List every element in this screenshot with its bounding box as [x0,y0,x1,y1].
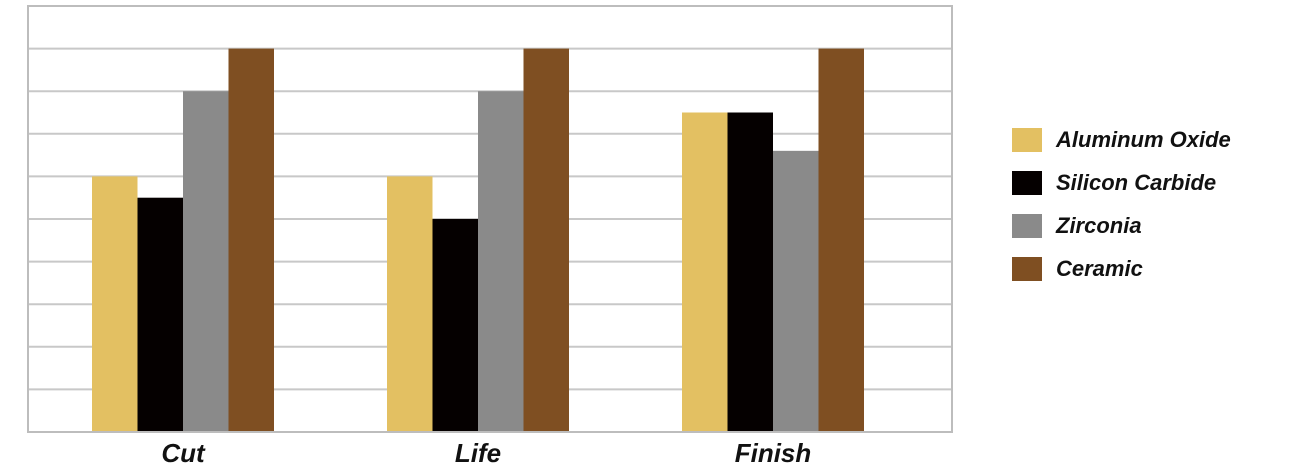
legend-label: Aluminum Oxide [1056,126,1231,152]
category-label-cut: Cut [161,438,206,468]
category-label-life: Life [455,438,501,468]
legend-swatch [1012,213,1042,238]
legend-item-ceramic: Ceramic [1012,247,1231,290]
category-labels: Cut Life Finish [161,438,811,468]
category-label-finish: Finish [735,438,812,468]
legend-item-silicon-carbide: Silicon Carbide [1012,161,1231,204]
bar-life-aluminum-oxide [387,176,433,432]
legend-item-aluminum-oxide: Aluminum Oxide [1012,118,1231,161]
legend-label: Zirconia [1056,212,1142,238]
bars [92,48,864,432]
bar-finish-aluminum-oxide [682,112,728,432]
bar-cut-ceramic [228,48,274,432]
legend-swatch [1012,127,1042,152]
bar-finish-silicon-carbide [727,112,773,432]
legend-swatch [1012,256,1042,281]
legend-label: Silicon Carbide [1056,169,1217,195]
bar-life-silicon-carbide [432,219,478,432]
bar-finish-ceramic [818,48,864,432]
bar-finish-zirconia [773,150,819,432]
legend: Aluminum Oxide Silicon Carbide Zirconia Cer… [1012,118,1231,290]
legend-swatch [1012,170,1042,195]
bar-life-zirconia [478,91,524,432]
legend-item-zirconia: Zirconia [1012,204,1231,247]
bar-cut-aluminum-oxide [92,176,138,432]
bar-cut-zirconia [183,91,229,432]
bar-life-ceramic [523,48,569,432]
legend-label: Ceramic [1056,255,1143,281]
bar-cut-silicon-carbide [137,197,183,432]
plot-frame [27,5,953,433]
